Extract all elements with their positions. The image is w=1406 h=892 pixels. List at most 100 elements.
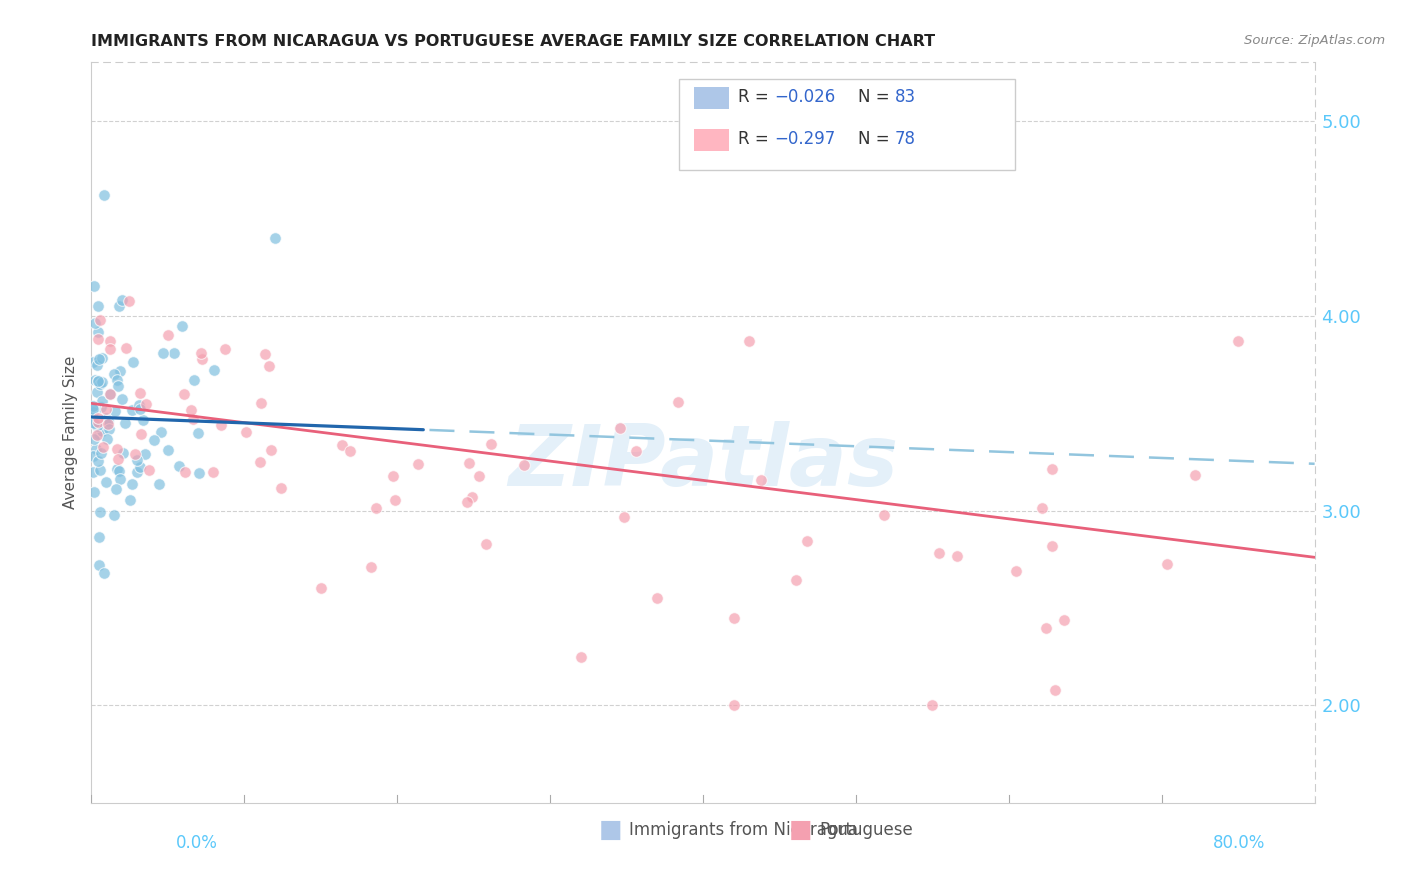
Point [190, 345, 212, 359]
Point [921, 698, 943, 713]
Text: 83: 83 [896, 88, 917, 106]
Point [458, 457, 481, 471]
Point [94, 475, 117, 489]
Point [111, 293, 134, 307]
Point [270, 481, 292, 495]
Point [156, 328, 179, 343]
Text: N =: N = [858, 130, 896, 148]
Point [1156, 557, 1178, 571]
Point [105, 442, 128, 456]
Point [108, 299, 131, 313]
Point [945, 549, 967, 564]
Text: 80.0%: 80.0% [1213, 834, 1265, 852]
Point [513, 458, 536, 473]
Text: ZIPatlas: ZIPatlas [508, 421, 898, 504]
Point [87, 352, 110, 367]
FancyBboxPatch shape [695, 129, 728, 152]
Point [98, 386, 121, 401]
Point [309, 582, 332, 596]
Point [183, 412, 205, 426]
Point [125, 465, 148, 479]
Point [180, 402, 202, 417]
Point [89, 463, 111, 477]
Point [148, 477, 170, 491]
Point [83, 484, 105, 499]
Point [157, 443, 180, 458]
Text: Immigrants from Nicaragua: Immigrants from Nicaragua [630, 821, 858, 838]
Point [118, 493, 141, 508]
Point [103, 508, 125, 522]
Point [86, 442, 108, 457]
Point [1043, 682, 1066, 697]
Point [624, 444, 647, 458]
Point [94, 417, 117, 432]
Point [249, 396, 271, 410]
Point [82, 449, 104, 463]
Point [257, 359, 280, 374]
Point [121, 355, 143, 369]
Point [89, 312, 111, 326]
Point [94, 411, 117, 425]
Point [339, 443, 361, 458]
Point [107, 452, 129, 467]
Point [107, 379, 129, 393]
Point [87, 374, 110, 388]
Point [384, 492, 406, 507]
Point [124, 447, 146, 461]
Text: N =: N = [858, 88, 896, 106]
Text: 0.0%: 0.0% [176, 834, 218, 852]
Point [98, 334, 121, 348]
Point [91, 425, 114, 439]
Point [253, 347, 276, 361]
Point [83, 432, 105, 446]
Point [190, 351, 212, 366]
Point [86, 299, 108, 313]
Text: Portuguese: Portuguese [818, 821, 912, 838]
Point [142, 434, 165, 448]
Point [94, 402, 117, 417]
Point [138, 463, 160, 477]
Point [108, 472, 131, 486]
Point [364, 500, 387, 515]
Point [104, 404, 127, 418]
Point [751, 473, 773, 487]
Point [167, 458, 190, 473]
Point [82, 465, 104, 479]
Point [111, 392, 134, 407]
Point [1005, 564, 1028, 578]
Point [214, 343, 236, 357]
Point [134, 447, 156, 461]
Point [360, 559, 382, 574]
Point [89, 530, 111, 544]
Text: Source: ZipAtlas.com: Source: ZipAtlas.com [1244, 34, 1385, 47]
Point [86, 415, 108, 429]
Point [128, 398, 150, 412]
Point [87, 558, 110, 573]
Text: ■: ■ [599, 818, 621, 841]
Point [260, 442, 283, 457]
Point [188, 466, 211, 480]
Point [183, 373, 205, 387]
FancyBboxPatch shape [679, 79, 1015, 169]
Point [1184, 467, 1206, 482]
Point [202, 363, 225, 377]
Point [461, 490, 484, 504]
Point [82, 416, 104, 430]
Point [666, 395, 689, 409]
Point [86, 411, 108, 425]
Point [114, 417, 136, 431]
Point [121, 476, 143, 491]
Point [170, 319, 193, 334]
Point [135, 397, 157, 411]
Point [97, 417, 120, 431]
Point [118, 293, 141, 308]
Point [98, 422, 121, 436]
Point [83, 416, 105, 430]
Point [86, 427, 108, 442]
Point [108, 464, 131, 478]
Point [87, 427, 110, 442]
Point [108, 364, 131, 378]
Point [97, 414, 120, 428]
Point [90, 393, 112, 408]
Point [129, 402, 152, 417]
